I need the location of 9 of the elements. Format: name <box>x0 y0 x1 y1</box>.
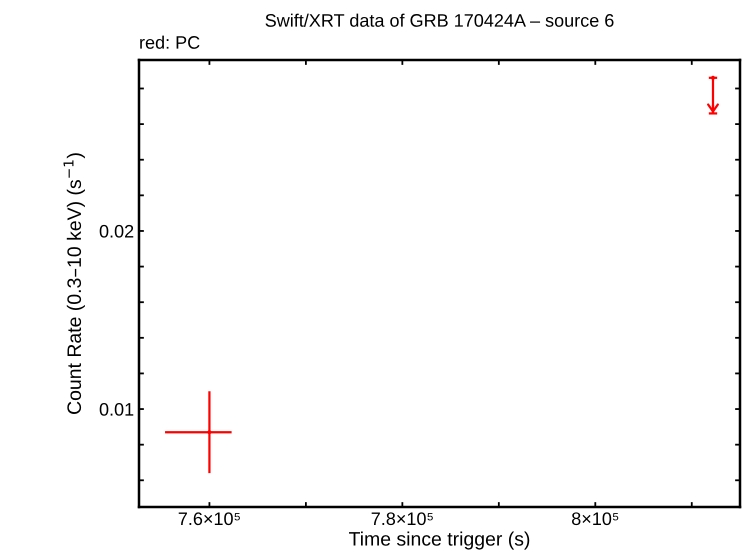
text: red: PC <box>140 36 200 49</box>
y-tick-label: 0.02 <box>100 224 134 238</box>
y-axis-title: Count Rate (0.3–10 keV) (s$^{−1}$) <box>64 153 85 414</box>
chart-title: Swift/XRT data of GRB 170424A – source 6 <box>266 14 614 27</box>
x-tick-label: 8×10⁵ <box>572 512 618 526</box>
y-tick-label: 0.01 <box>100 402 134 416</box>
x-tick-label: 7.6×10⁵ <box>178 512 240 526</box>
x-tick-label: 7.8×10⁵ <box>372 512 433 526</box>
x-axis-title: Time since trigger (s) <box>349 531 530 550</box>
